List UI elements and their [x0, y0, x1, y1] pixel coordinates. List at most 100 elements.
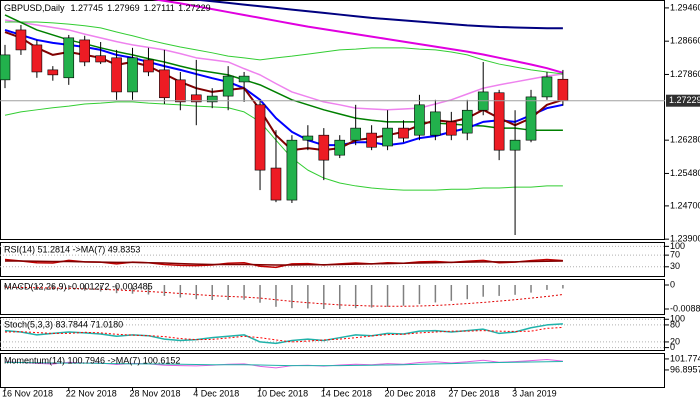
low-value: 1.27111 [144, 3, 175, 13]
open-value: 1.27745 [71, 3, 104, 13]
candle-body [238, 75, 250, 83]
y-tick-label: 0 [670, 342, 675, 352]
histogram-bar [4, 285, 6, 288]
candle-body [63, 37, 75, 79]
histogram-bar [514, 285, 516, 295]
plot-area [4, 258, 563, 269]
histogram-bar [434, 285, 437, 303]
histogram-bar [227, 285, 229, 300]
histogram-bar [307, 285, 309, 309]
histogram-bar [99, 285, 102, 292]
x-tick-label: 28 Nov 2018 [130, 388, 181, 398]
histogram-bar [354, 285, 357, 309]
y-tick-label: 100 [670, 314, 685, 324]
candle-body [318, 134, 330, 161]
histogram-bar [386, 285, 389, 307]
histogram-bar [20, 285, 22, 288]
candle-body [509, 139, 521, 151]
candle-body [461, 109, 473, 134]
y-tick-label: 70 [670, 250, 680, 260]
series-line [190, 0, 563, 30]
histogram-bar [482, 285, 484, 297]
histogram-bar [163, 285, 166, 296]
y-tick-label: 1.25480 [670, 168, 700, 178]
x-tick-label: 16 Nov 2018 [2, 388, 53, 398]
y-tick-label: 101.7743 [670, 353, 700, 363]
x-tick-label: 3 Jan 2019 [512, 388, 557, 398]
histogram-bar [211, 285, 213, 300]
y-tick-label: 96.8957 [670, 364, 700, 374]
series-line [4, 101, 563, 191]
histogram-bar [291, 285, 293, 309]
histogram-bar [562, 285, 564, 289]
candle-body [350, 127, 361, 141]
y-tick-label: 80 [670, 319, 680, 329]
histogram-bar [147, 285, 150, 295]
candle-body [446, 121, 457, 136]
candle-body [175, 79, 186, 103]
histogram-bar [36, 285, 38, 289]
histogram-bar [338, 285, 341, 309]
histogram-bar [402, 285, 405, 306]
plot-area [4, 323, 563, 345]
candle-body [190, 94, 202, 103]
candle-body [286, 139, 298, 201]
indicator-title: Stoch(5,3,3) 83.7844 71.0180 [4, 319, 123, 329]
histogram-bar [115, 285, 118, 294]
candle-body [414, 104, 425, 136]
histogram-bar [83, 285, 86, 291]
y-tick-label: 0 [670, 279, 675, 289]
y-tick-label: 100 [670, 241, 685, 251]
histogram-bar [259, 285, 261, 303]
x-tick-label: 22 Nov 2018 [66, 388, 117, 398]
indicator-title: Momentum(14) 100.7946 ->MA(7) 100.6152 [4, 355, 180, 365]
series-line [5, 21, 563, 75]
price-box [666, 94, 700, 107]
candle-body [430, 111, 441, 136]
y-tick-label: 30 [670, 261, 680, 271]
x-tick-label: 20 Dec 2018 [385, 388, 436, 398]
candle-body [31, 44, 43, 73]
histogram-bar [498, 285, 500, 296]
panel-frame [0, 353, 665, 388]
candle-body [525, 96, 537, 141]
panel-frame [0, 279, 665, 315]
series-line [4, 326, 563, 343]
candle-body [47, 69, 59, 76]
plot-area [0, 0, 569, 236]
x-tick-label: 4 Dec 2018 [193, 388, 239, 398]
panel-frame [0, 242, 665, 277]
y-tick-label: 20 [670, 336, 680, 346]
series-line [4, 286, 563, 307]
histogram-bar [530, 285, 532, 293]
candle-body [254, 104, 266, 171]
indicator-title: MACD(12,26,9) -0.001272 -0.003485 [4, 281, 153, 291]
histogram-bar [466, 285, 469, 300]
candle-body [0, 54, 11, 81]
y-tick-label: -0.008805 [670, 303, 700, 313]
histogram-bar [323, 285, 325, 309]
candle-body [159, 69, 170, 99]
histogram-bar [68, 285, 70, 290]
candle-body [15, 29, 27, 51]
x-tick-label: 10 Dec 2018 [257, 388, 308, 398]
candle-body [95, 55, 106, 63]
y-tick-label: 1.28660 [670, 36, 700, 46]
series-line [4, 19, 563, 111]
plot-area [4, 285, 564, 309]
series-line [4, 258, 563, 269]
y-tick-label: 1.23900 [670, 234, 700, 244]
x-tick-label: 27 Dec 2018 [448, 388, 499, 398]
candle-body [143, 59, 154, 73]
candle-body [302, 135, 314, 141]
series-line [4, 323, 563, 345]
candle-body [222, 75, 234, 97]
candle-body [493, 92, 505, 151]
histogram-bar [179, 285, 182, 298]
candle-body [541, 76, 553, 98]
histogram-bar [546, 285, 548, 290]
histogram-bar [370, 285, 373, 308]
series-line [152, 0, 564, 74]
close-value: 1.27229 [178, 3, 211, 13]
